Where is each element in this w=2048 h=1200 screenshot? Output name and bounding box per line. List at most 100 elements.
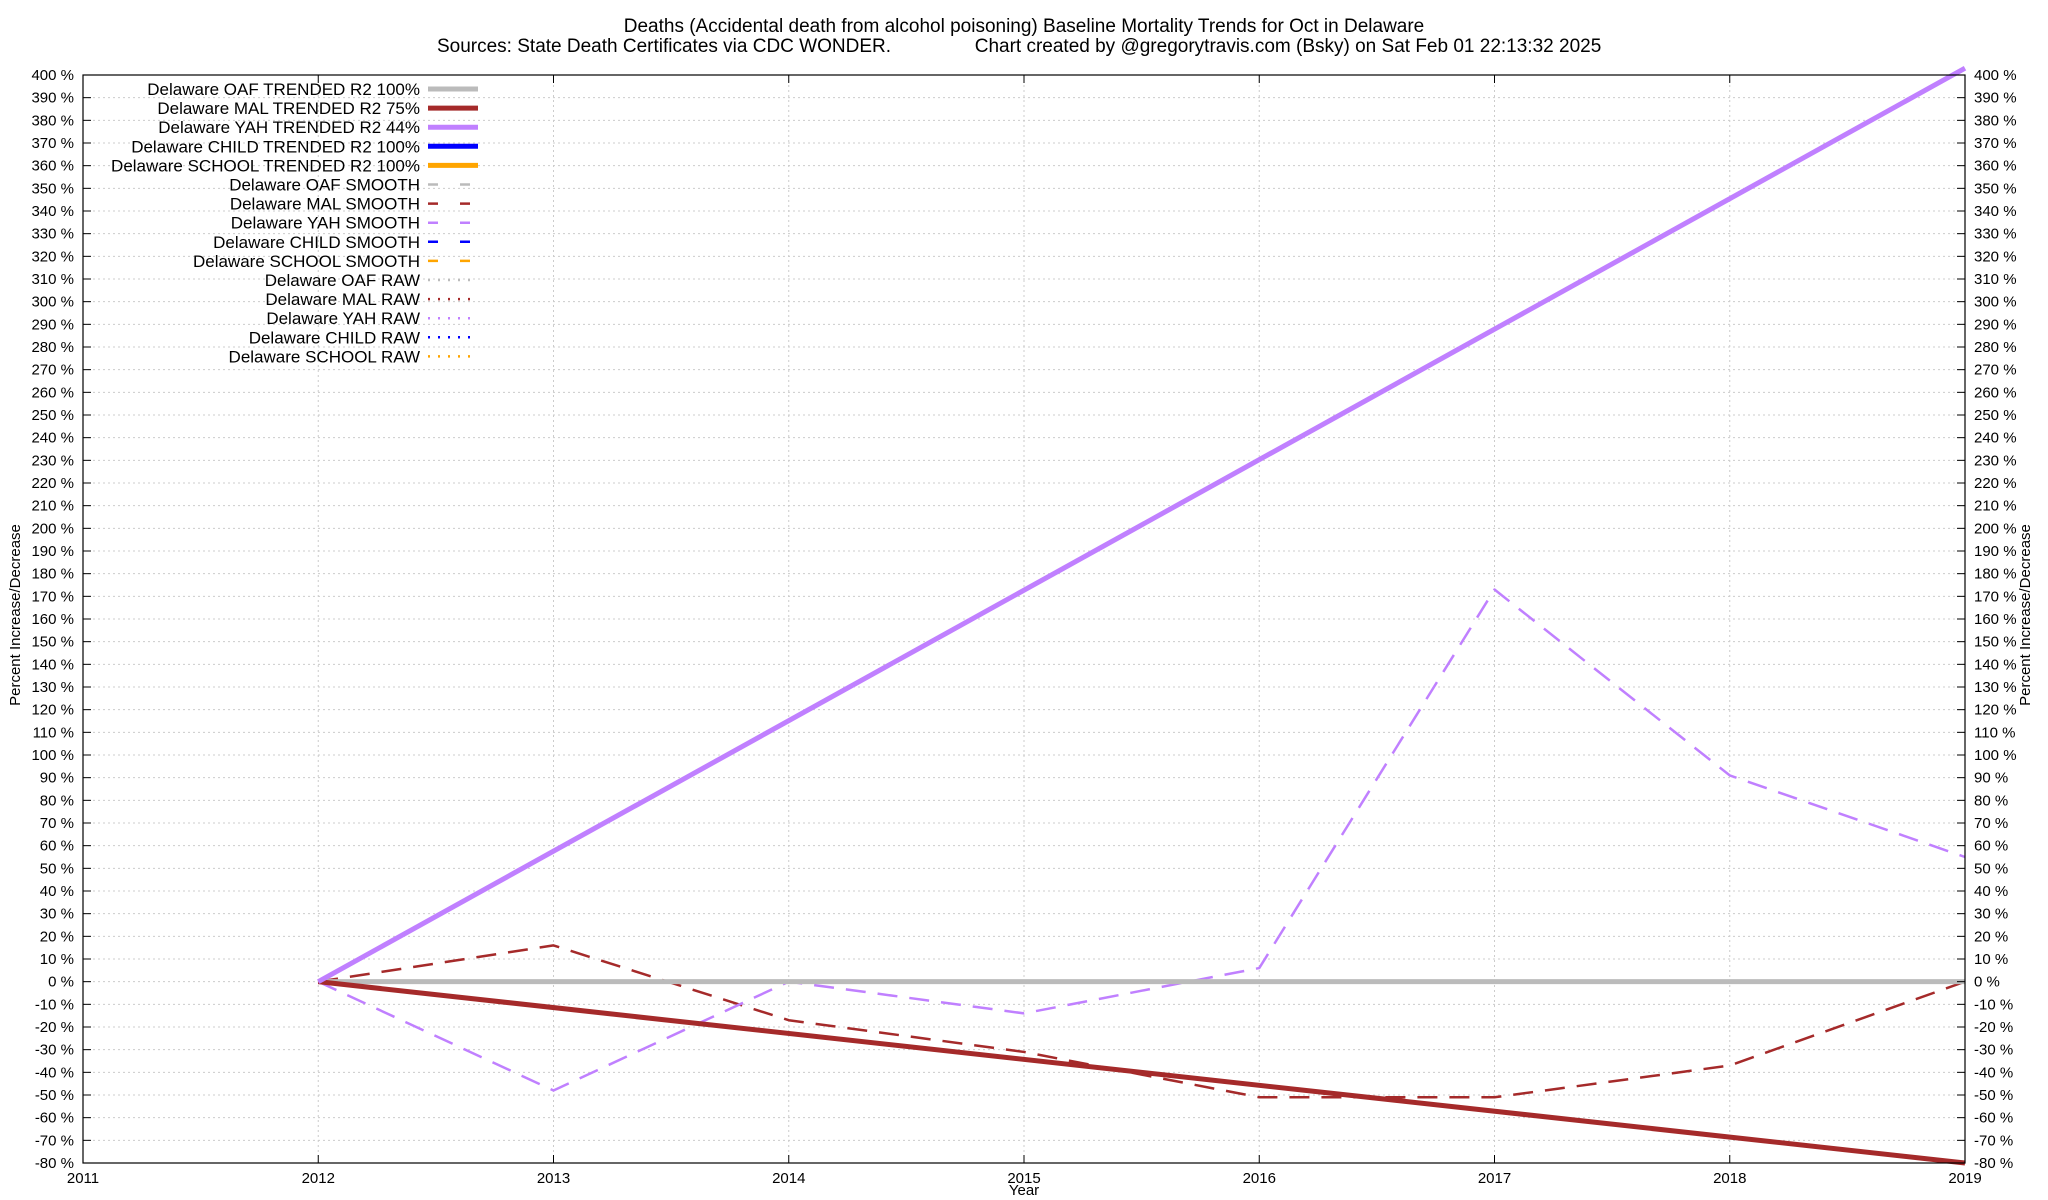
y-tick-label-left: 220 %	[31, 475, 74, 492]
y-tick-label-right: -80 %	[1974, 1155, 2013, 1172]
y-tick-label-left: 390 %	[31, 90, 74, 107]
y-axis-label-left: Percent Increase/Decrease	[7, 524, 24, 706]
y-tick-label-left: 280 %	[31, 339, 74, 356]
x-axis-label: Year	[1009, 1182, 1039, 1199]
y-tick-label-left: 340 %	[31, 203, 74, 220]
y-tick-label-left: 180 %	[31, 566, 74, 583]
y-tick-label-right: 70 %	[1974, 815, 2008, 832]
legend-label: Delaware MAL SMOOTH	[230, 195, 420, 214]
x-tick-label: 2013	[537, 1170, 570, 1187]
chart-subtitle-credit: Chart created by @gregorytravis.com (Bsk…	[975, 36, 1602, 57]
y-tick-label-left: 320 %	[31, 248, 74, 265]
y-tick-label-left: 360 %	[31, 158, 74, 175]
y-tick-label-left: -20 %	[35, 1019, 74, 1036]
y-tick-label-right: 60 %	[1974, 838, 2008, 855]
x-tick-label: 2016	[1243, 1170, 1276, 1187]
x-tick-label: 2017	[1478, 1170, 1511, 1187]
y-tick-label-left: 20 %	[40, 928, 74, 945]
legend-label: Delaware CHILD TRENDED R2 100%	[131, 137, 420, 156]
y-tick-label-right: 120 %	[1974, 702, 2017, 719]
y-tick-label-left: -60 %	[35, 1110, 74, 1127]
series-lines	[317, 66, 1967, 1166]
y-tick-label-right: 300 %	[1974, 294, 2017, 311]
chart-subtitle-sources: Sources: State Death Certificates via CD…	[437, 36, 891, 57]
y-tick-label-left: 300 %	[31, 294, 74, 311]
y-tick-label-left: -70 %	[35, 1132, 74, 1149]
y-tick-label-right: 150 %	[1974, 634, 2017, 651]
grid	[83, 75, 1965, 1163]
y-tick-label-right: 290 %	[1974, 316, 2017, 333]
y-tick-label-right: 250 %	[1974, 407, 2017, 424]
y-tick-label-right: 210 %	[1974, 498, 2017, 515]
legend-label: Delaware OAF TRENDED R2 100%	[147, 80, 420, 99]
y-tick-label-left: 270 %	[31, 362, 74, 379]
y-tick-label-left: -50 %	[35, 1087, 74, 1104]
legend-label: Delaware MAL TRENDED R2 75%	[157, 99, 420, 118]
y-tick-label-left: 60 %	[40, 838, 74, 855]
x-tick-label: 2015	[1007, 1170, 1040, 1187]
y-tick-label-right: 30 %	[1974, 906, 2008, 923]
y-tick-label-left: 240 %	[31, 430, 74, 447]
y-tick-label-left: 150 %	[31, 634, 74, 651]
y-tick-label-left: 90 %	[40, 770, 74, 787]
y-tick-label-right: 270 %	[1974, 362, 2017, 379]
legend-label: Delaware SCHOOL SMOOTH	[193, 252, 420, 271]
y-tick-label-left: 260 %	[31, 384, 74, 401]
y-tick-label-right: 180 %	[1974, 566, 2017, 583]
y-tick-label-left: 130 %	[31, 679, 74, 696]
y-tick-label-right: 380 %	[1974, 112, 2017, 129]
y-tick-label-right: 190 %	[1974, 543, 2017, 560]
y-tick-label-right: -40 %	[1974, 1064, 2013, 1081]
y-tick-label-left: 350 %	[31, 180, 74, 197]
y-tick-label-left: 10 %	[40, 951, 74, 968]
y-tick-label-right: 330 %	[1974, 226, 2017, 243]
y-tick-label-right: 240 %	[1974, 430, 2017, 447]
y-tick-label-right: 170 %	[1974, 588, 2017, 605]
y-tick-label-right: 220 %	[1974, 475, 2017, 492]
series-line-1	[317, 979, 1966, 1166]
y-tick-label-right: 140 %	[1974, 656, 2017, 673]
y-tick-label-right: -30 %	[1974, 1042, 2013, 1059]
y-tick-label-left: 370 %	[31, 135, 74, 152]
legend-label: Delaware CHILD RAW	[249, 328, 420, 347]
y-tick-label-right: 280 %	[1974, 339, 2017, 356]
y-tick-label-left: 400 %	[31, 67, 74, 84]
y-tick-label-right: 360 %	[1974, 158, 2017, 175]
y-tick-label-right: -60 %	[1974, 1110, 2013, 1127]
legend-label: Delaware SCHOOL RAW	[229, 347, 420, 366]
y-tick-label-left: 80 %	[40, 792, 74, 809]
y-tick-label-right: 310 %	[1974, 271, 2017, 288]
y-tick-label-right: 160 %	[1974, 611, 2017, 628]
y-tick-label-right: -50 %	[1974, 1087, 2013, 1104]
legend-label: Delaware YAH TRENDED R2 44%	[158, 118, 420, 137]
y-tick-label-right: 230 %	[1974, 452, 2017, 469]
y-tick-label-right: -20 %	[1974, 1019, 2013, 1036]
y-tick-label-right: 50 %	[1974, 860, 2008, 877]
y-tick-label-right: 340 %	[1974, 203, 2017, 220]
y-tick-label-left: 310 %	[31, 271, 74, 288]
y-tick-label-left: 200 %	[31, 520, 74, 537]
legend-label: Delaware MAL RAW	[265, 290, 420, 309]
y-tick-label-left: -10 %	[35, 996, 74, 1013]
y-axis-label-right: Percent Increase/Decrease	[2017, 524, 2034, 706]
y-tick-label-left: 100 %	[31, 747, 74, 764]
y-tick-label-left: 40 %	[40, 883, 74, 900]
y-tick-label-left: 330 %	[31, 226, 74, 243]
y-tick-label-right: 200 %	[1974, 520, 2017, 537]
y-tick-label-right: 90 %	[1974, 770, 2008, 787]
y-tick-label-right: 320 %	[1974, 248, 2017, 265]
y-tick-label-right: 260 %	[1974, 384, 2017, 401]
y-tick-label-right: -10 %	[1974, 996, 2013, 1013]
y-tick-label-left: 230 %	[31, 452, 74, 469]
legend-label: Delaware SCHOOL TRENDED R2 100%	[111, 156, 420, 175]
y-tick-label-left: 70 %	[40, 815, 74, 832]
y-tick-label-right: 400 %	[1974, 67, 2017, 84]
y-tick-label-left: 110 %	[33, 724, 74, 741]
chart-title: Deaths (Accidental death from alcohol po…	[624, 16, 1425, 37]
y-tick-label-left: 0 %	[48, 974, 74, 991]
legend-label: Delaware YAH SMOOTH	[231, 214, 420, 233]
y-tick-label-right: 10 %	[1974, 951, 2008, 968]
legend: Delaware OAF TRENDED R2 100%Delaware MAL…	[111, 80, 478, 366]
legend-label: Delaware OAF RAW	[265, 271, 420, 290]
